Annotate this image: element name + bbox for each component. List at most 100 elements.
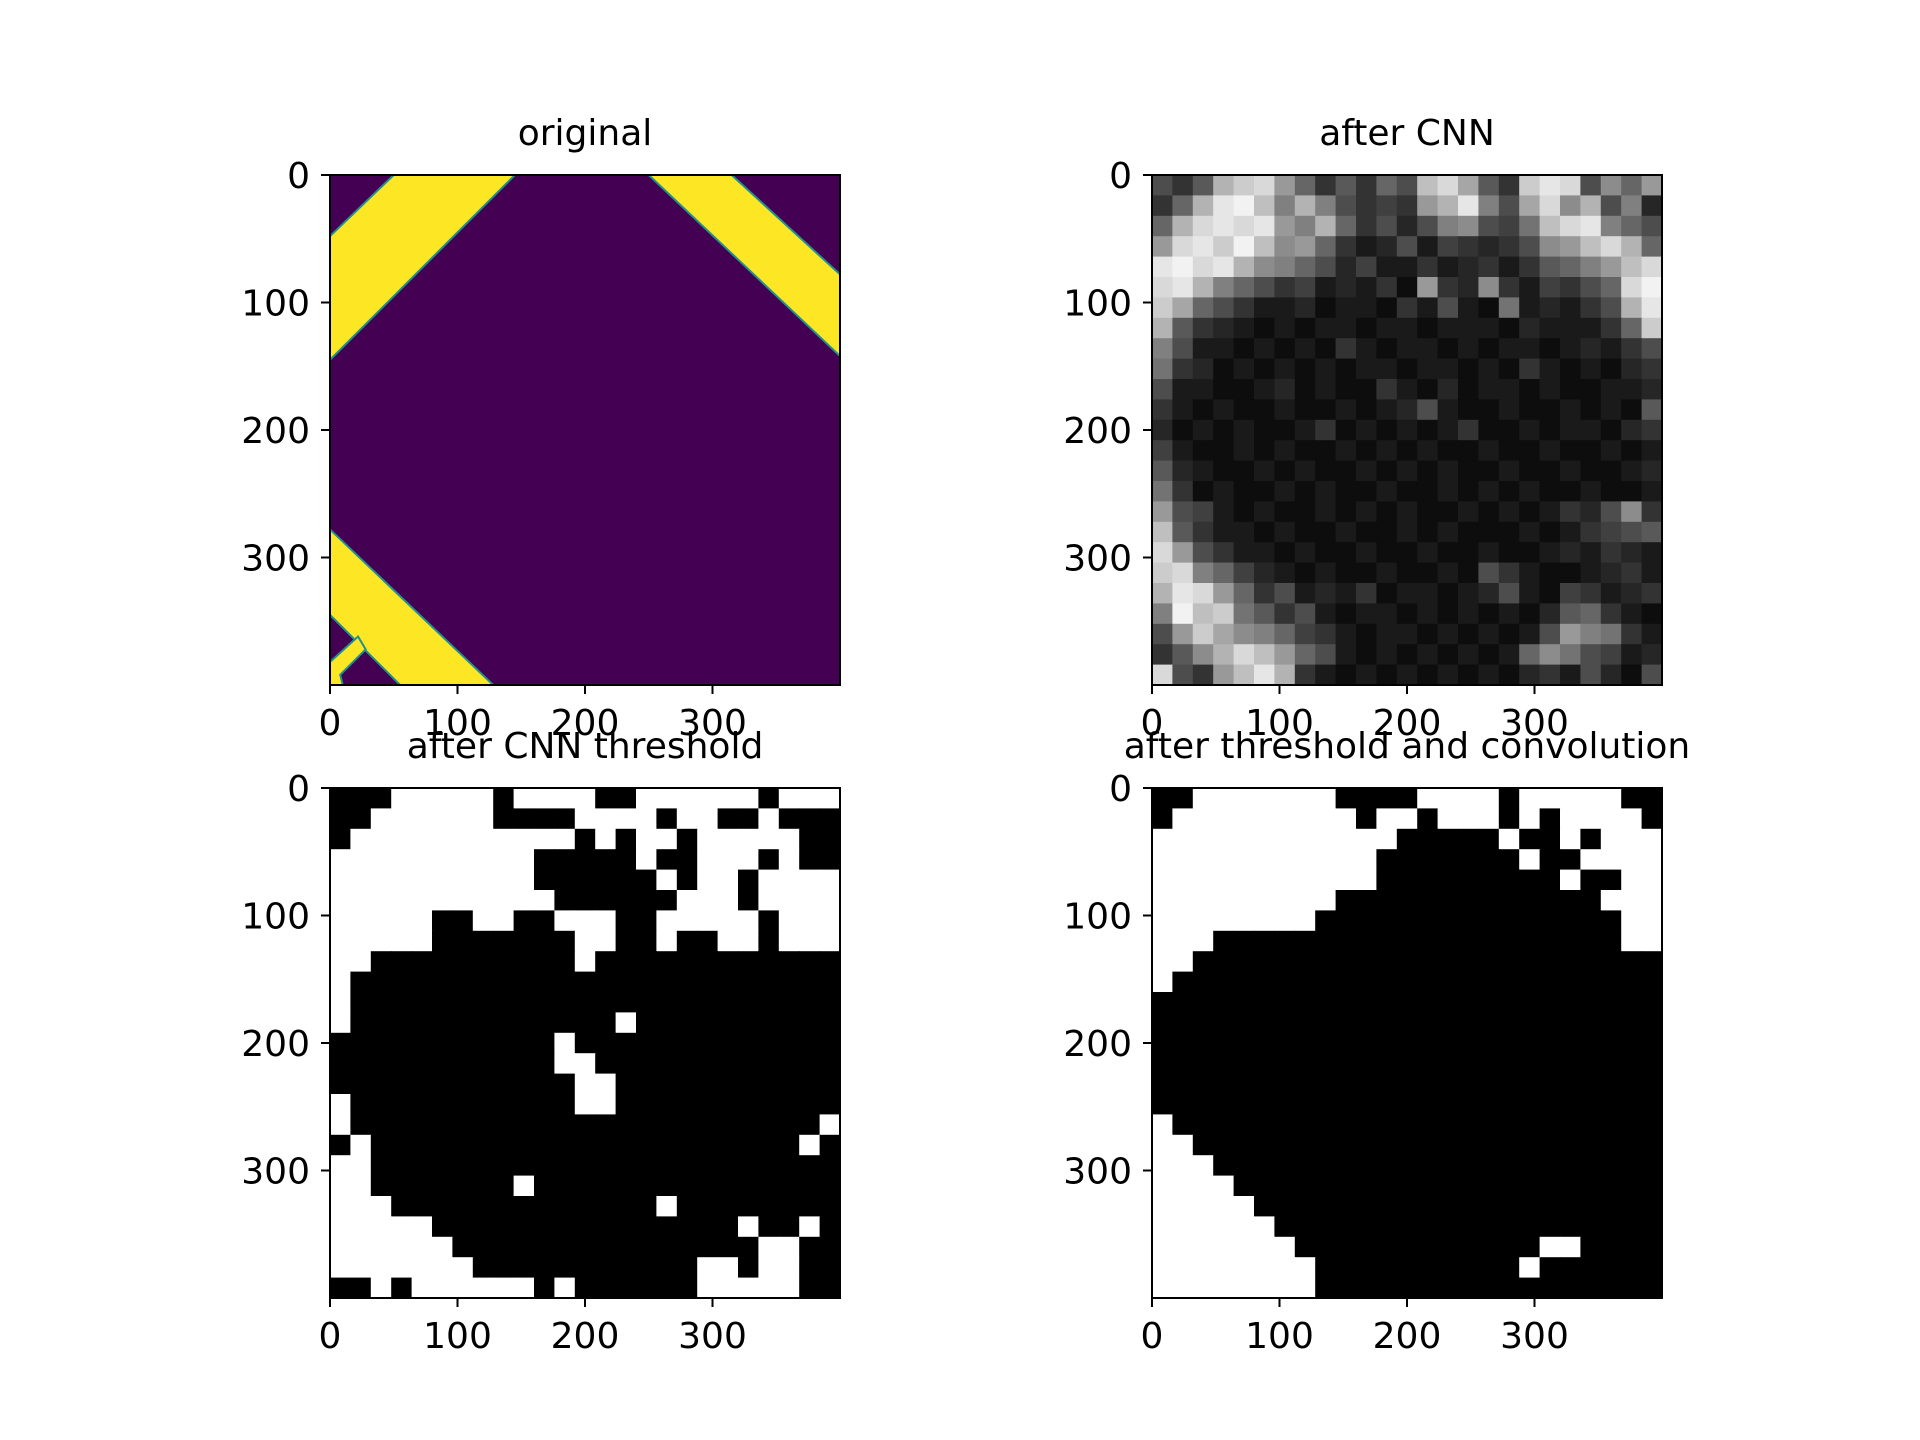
heatmap-cell — [1315, 1094, 1337, 1115]
heatmap-cell — [615, 869, 637, 891]
heatmap-cell — [493, 828, 515, 850]
heatmap-cell — [738, 828, 759, 850]
heatmap-cell — [330, 1053, 351, 1075]
heatmap-cell — [1172, 277, 1194, 298]
heatmap-cell — [676, 788, 698, 809]
heatmap-cell — [493, 1094, 515, 1115]
heatmap-cell — [330, 1155, 351, 1177]
heatmap-cell — [1254, 583, 1275, 604]
heatmap-cell — [1233, 930, 1255, 952]
heatmap-cell — [1335, 788, 1357, 809]
heatmap-cell — [1192, 828, 1214, 850]
heatmap-cell — [1376, 890, 1398, 911]
heatmap-cell — [1539, 1053, 1561, 1075]
heatmap-cell — [717, 1196, 739, 1217]
heatmap-cell — [350, 910, 372, 932]
heatmap-cell — [1539, 215, 1561, 237]
heatmap-cell — [432, 971, 453, 993]
heatmap-cell — [595, 1114, 617, 1136]
heatmap-cell — [1356, 1236, 1377, 1258]
heatmap-cell — [819, 1175, 841, 1197]
heatmap-cell — [778, 1032, 800, 1054]
y-tick-label: 300 — [241, 539, 310, 580]
heatmap-cell — [1396, 788, 1418, 809]
heatmap-cell — [1152, 317, 1173, 339]
heatmap-cell — [595, 1032, 617, 1054]
heatmap-cell — [1172, 1216, 1194, 1238]
heatmap-cell — [1580, 828, 1602, 850]
heatmap-cell — [1458, 1277, 1479, 1299]
heatmap-cell — [1356, 501, 1377, 523]
y-tick-label: 0 — [1109, 156, 1132, 197]
heatmap-cell — [1315, 808, 1337, 830]
heatmap-cell — [1192, 358, 1214, 380]
heatmap-cell — [799, 1114, 821, 1136]
heatmap-cell — [1417, 890, 1439, 911]
heatmap-cell — [1254, 644, 1275, 666]
heatmap-cell — [1274, 1196, 1296, 1217]
heatmap-cell — [1539, 236, 1561, 258]
heatmap-cell — [1254, 317, 1275, 339]
heatmap-cell — [1376, 338, 1398, 360]
heatmap-cell — [370, 1155, 392, 1177]
heatmap-cell — [615, 1175, 637, 1197]
heatmap-cell — [452, 1053, 474, 1075]
heatmap-cell — [574, 1155, 596, 1177]
heatmap-cell — [574, 1175, 596, 1197]
heatmap-cell — [1152, 1236, 1173, 1258]
heatmap-cell — [1641, 501, 1663, 523]
heatmap-cell — [493, 808, 515, 830]
heatmap-cell — [1437, 849, 1459, 871]
heatmap-cell — [595, 890, 617, 911]
heatmap-cell — [656, 1134, 678, 1156]
heatmap-cell — [697, 828, 719, 850]
heatmap-cell — [1233, 788, 1255, 809]
heatmap-cell — [1458, 1114, 1479, 1136]
heatmap-cell — [1233, 828, 1255, 850]
heatmap-cell — [778, 992, 800, 1013]
heatmap-cell — [595, 1257, 617, 1279]
heatmap-cell — [1152, 399, 1173, 421]
heatmap-cell — [1192, 971, 1214, 993]
heatmap-cell — [574, 849, 596, 871]
heatmap-cell — [370, 1196, 392, 1217]
heatmap-cell — [1213, 379, 1235, 400]
heatmap-cell — [1621, 910, 1643, 932]
heatmap-cell — [1539, 542, 1561, 564]
heatmap-cell — [574, 992, 596, 1013]
heatmap-cell — [1478, 992, 1500, 1013]
heatmap-cell — [1560, 195, 1581, 217]
heatmap-cell — [1580, 419, 1602, 441]
heatmap-cell — [697, 1094, 719, 1115]
heatmap-cell — [1192, 175, 1214, 196]
heatmap-cell — [1254, 358, 1275, 380]
heatmap-cell — [819, 951, 841, 973]
heatmap-cell — [1539, 481, 1561, 502]
heatmap-cell — [1560, 1175, 1581, 1197]
heatmap-cell — [1274, 236, 1296, 258]
heatmap-cell — [1254, 828, 1275, 850]
heatmap-cell — [738, 808, 759, 830]
heatmap-cell — [1417, 664, 1439, 686]
heatmap-cell — [819, 1114, 841, 1136]
heatmap-cell — [1335, 277, 1357, 298]
heatmap-cell — [1172, 1053, 1194, 1075]
heatmap-cell — [615, 1236, 637, 1258]
x-tick-label: 300 — [678, 703, 747, 744]
heatmap-cell — [1294, 460, 1316, 482]
heatmap-cell — [636, 890, 657, 911]
heatmap-cell — [1172, 1257, 1194, 1279]
heatmap-cell — [1498, 1032, 1520, 1054]
heatmap-cell — [1233, 849, 1255, 871]
heatmap-cell — [1478, 1032, 1500, 1054]
heatmap-cell — [778, 951, 800, 973]
heatmap-cell — [778, 1134, 800, 1156]
heatmap-cell — [513, 1236, 535, 1258]
heatmap-cell — [1417, 1216, 1439, 1238]
heatmap-cell — [1233, 175, 1255, 196]
heatmap-cell — [1519, 788, 1541, 809]
heatmap-cell — [1213, 256, 1235, 278]
heatmap-cell — [1192, 849, 1214, 871]
heatmap-cell — [656, 1196, 678, 1217]
